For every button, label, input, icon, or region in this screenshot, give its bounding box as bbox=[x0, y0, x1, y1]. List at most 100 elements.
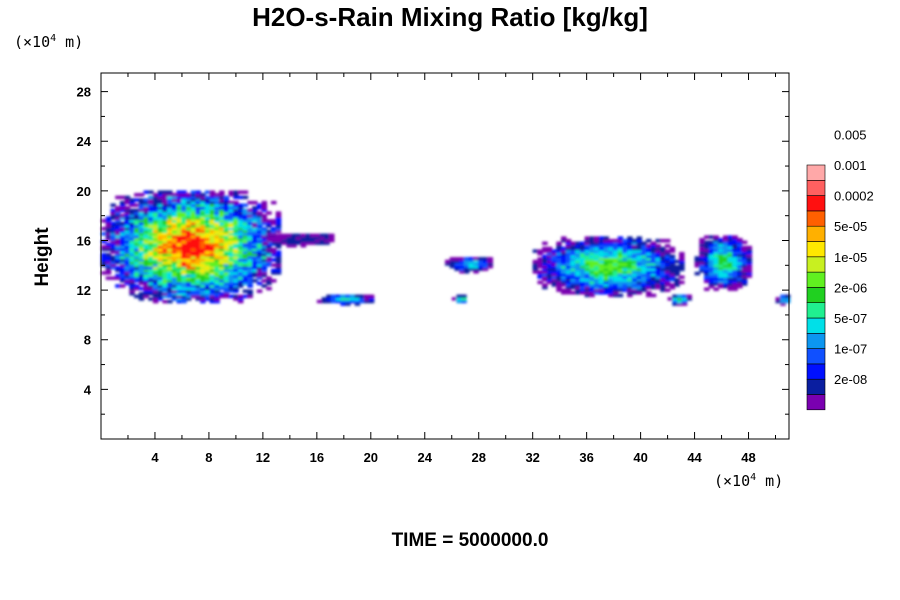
heatmap-cell bbox=[143, 229, 150, 233]
heatmap-cell bbox=[181, 198, 187, 202]
heatmap-cell bbox=[732, 271, 738, 276]
heatmap-cell bbox=[546, 249, 553, 253]
heatmap-cell bbox=[233, 260, 239, 265]
heatmap-cell bbox=[171, 200, 178, 205]
heatmap-cell bbox=[214, 292, 220, 296]
heatmap-cell bbox=[722, 284, 729, 289]
heatmap-cell bbox=[185, 268, 192, 273]
heatmap-cell bbox=[622, 252, 628, 256]
heatmap-cell bbox=[185, 237, 192, 241]
heatmap-cell bbox=[575, 280, 581, 285]
heatmap-cell bbox=[237, 211, 244, 215]
heatmap-cell bbox=[181, 216, 187, 220]
heatmap-cell bbox=[551, 283, 558, 287]
colorbar-swatch bbox=[806, 287, 826, 303]
heatmap-cell bbox=[223, 216, 230, 220]
heatmap-cell bbox=[233, 239, 239, 244]
heatmap-cell bbox=[223, 198, 230, 202]
heatmap-cell bbox=[727, 248, 734, 252]
heatmap-cell bbox=[677, 302, 683, 306]
heatmap-cell bbox=[105, 242, 112, 247]
heatmap-cell bbox=[556, 254, 562, 259]
heatmap-cell bbox=[660, 254, 666, 259]
heatmap-cell bbox=[228, 273, 235, 278]
heatmap-cell bbox=[256, 276, 263, 280]
heatmap-cell bbox=[699, 248, 705, 252]
heatmap-cell bbox=[223, 234, 230, 239]
heatmap-cell bbox=[200, 232, 206, 236]
heatmap-cell bbox=[171, 242, 178, 247]
heatmap-cell bbox=[242, 273, 249, 278]
heatmap-cell bbox=[185, 258, 192, 262]
heatmap-cell bbox=[124, 266, 131, 270]
heatmap-cell bbox=[195, 229, 201, 233]
heatmap-cell bbox=[445, 262, 451, 266]
heatmap-cell bbox=[124, 232, 131, 236]
heatmap-cell bbox=[641, 283, 647, 287]
heatmap-cell bbox=[195, 224, 201, 228]
heatmap-cell bbox=[252, 255, 258, 260]
heatmap-cell bbox=[185, 279, 192, 283]
heatmap-cell bbox=[256, 232, 263, 236]
heatmap-cell bbox=[473, 257, 479, 261]
heatmap-cell bbox=[631, 246, 638, 251]
heatmap-cell bbox=[473, 259, 479, 264]
heatmap-cell bbox=[242, 224, 249, 228]
heatmap-cell bbox=[219, 195, 225, 200]
heatmap-cell bbox=[660, 239, 666, 243]
heatmap-cell bbox=[722, 258, 729, 263]
heatmap-cell bbox=[704, 287, 710, 291]
heatmap-cell bbox=[209, 286, 216, 291]
heatmap-cell bbox=[266, 281, 272, 286]
heatmap-cell bbox=[176, 258, 183, 262]
heatmap-cell bbox=[167, 253, 173, 257]
heatmap-cell bbox=[195, 195, 201, 200]
heatmap-cell bbox=[267, 236, 274, 240]
heatmap-cell bbox=[261, 250, 268, 254]
heatmap-cell bbox=[181, 271, 187, 275]
heatmap-cell bbox=[176, 266, 183, 270]
heatmap-cell bbox=[233, 289, 239, 293]
heatmap-cell bbox=[266, 247, 272, 252]
heatmap-cell bbox=[200, 224, 206, 228]
heatmap-cell bbox=[594, 241, 600, 246]
heatmap-cell bbox=[718, 256, 724, 260]
heatmap-cell bbox=[275, 260, 282, 265]
heatmap-cell bbox=[594, 236, 600, 240]
heatmap-cell bbox=[708, 243, 715, 247]
heatmap-cell bbox=[584, 280, 591, 285]
heatmap-cell bbox=[152, 239, 159, 244]
heatmap-cell bbox=[252, 245, 258, 249]
colorbar-label: 5e-07 bbox=[834, 311, 867, 326]
heatmap-cell bbox=[449, 259, 456, 264]
heatmap-cell bbox=[223, 263, 230, 267]
heatmap-cell bbox=[732, 248, 738, 252]
heatmap-cell bbox=[275, 229, 282, 233]
heatmap-cell bbox=[223, 224, 230, 228]
heatmap-cell bbox=[603, 288, 610, 292]
heatmap-cell bbox=[214, 299, 220, 304]
heatmap-cell bbox=[603, 236, 610, 240]
heatmap-cell bbox=[209, 234, 216, 239]
heatmap-cell bbox=[256, 289, 263, 293]
heatmap-cell bbox=[242, 245, 249, 249]
heatmap-cell bbox=[214, 203, 220, 207]
heatmap-cell bbox=[565, 262, 572, 266]
heatmap-cell bbox=[556, 283, 562, 287]
y-axis-unit: (×104 m) bbox=[14, 33, 84, 51]
heatmap-cell bbox=[176, 281, 183, 286]
heatmap-cell bbox=[636, 252, 643, 256]
heatmap-cell bbox=[252, 226, 258, 231]
heatmap-cell bbox=[617, 236, 624, 240]
heatmap-cell bbox=[603, 262, 610, 266]
heatmap-cell bbox=[148, 224, 154, 228]
heatmap-cell bbox=[650, 272, 657, 277]
heatmap-cell bbox=[219, 193, 225, 197]
heatmap-cell bbox=[718, 284, 724, 289]
heatmap-cell bbox=[162, 286, 168, 291]
heatmap-cell bbox=[219, 219, 225, 223]
heatmap-cell bbox=[219, 200, 225, 205]
heatmap-cell bbox=[247, 255, 253, 260]
heatmap-cell bbox=[622, 241, 628, 246]
heatmap-cell bbox=[143, 190, 150, 194]
